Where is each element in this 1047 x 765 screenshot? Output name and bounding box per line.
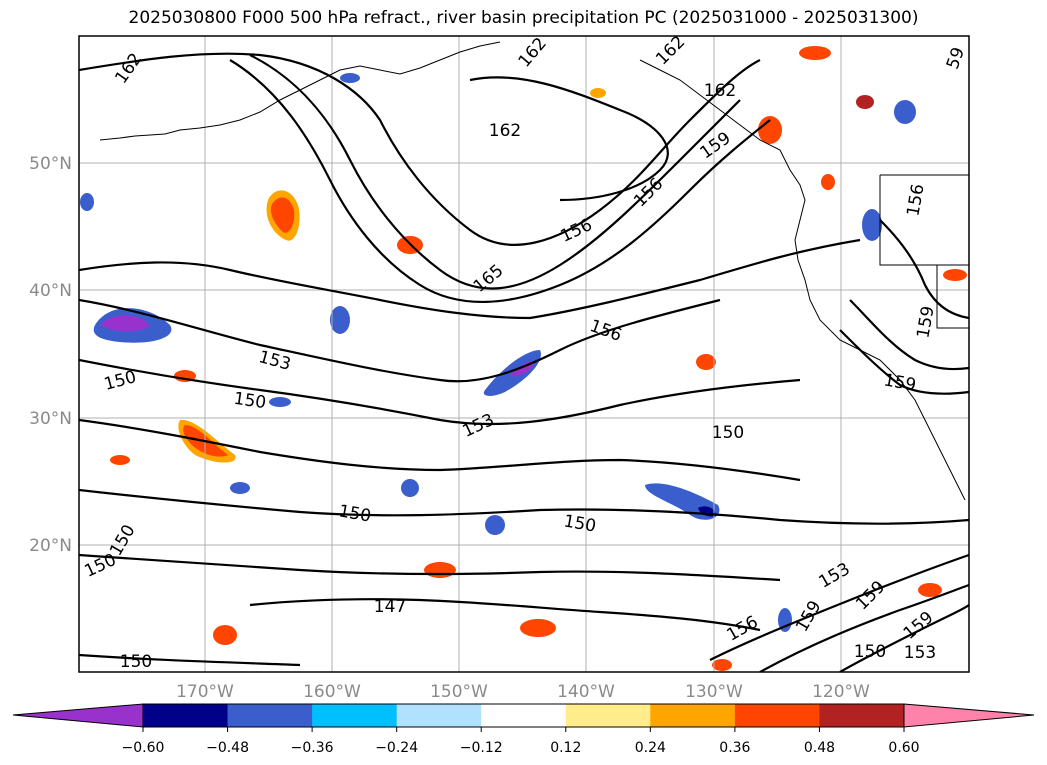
colorbar-tick-label: −0.36	[291, 740, 334, 756]
precip-cell	[943, 269, 967, 281]
colorbar-tick-label: 0.24	[635, 740, 666, 756]
colorbar-tick-label: −0.24	[375, 740, 418, 756]
lat-label-40N: 40°N	[29, 281, 72, 301]
precip-cell	[80, 193, 94, 211]
precip-cell	[799, 46, 831, 60]
lon-label-150W: 150°W	[430, 682, 488, 702]
colorbar-tick-label: −0.12	[460, 740, 503, 756]
contour-label: 147	[374, 597, 406, 617]
colorbar-segment	[227, 704, 313, 727]
precip-cell	[821, 174, 835, 190]
colorbar-segment	[312, 704, 398, 727]
coastlines	[99, 41, 969, 501]
precip-cell	[758, 116, 782, 144]
precip-cell	[483, 350, 541, 396]
lon-label-130W: 130°W	[685, 682, 743, 702]
map-frame	[78, 35, 970, 673]
precip-cell	[110, 455, 130, 465]
precip-cell	[856, 95, 874, 109]
lon-label-170W: 170°W	[176, 682, 234, 702]
precip-cell	[712, 659, 732, 671]
contour-label: 150	[232, 389, 267, 413]
refractivity-contours	[79, 52, 969, 672]
lat-axis-labels: 50°N 40°N 30°N 20°N	[29, 154, 72, 556]
precip-cell	[100, 315, 150, 332]
precip-cell	[330, 306, 350, 334]
colorbar-tick-label: 0.48	[804, 740, 835, 756]
colorbar-tick-label: −0.60	[122, 740, 165, 756]
precip-cell	[520, 619, 556, 637]
colorbar-segment	[481, 704, 567, 727]
colorbar-tick-label: 0.12	[550, 740, 581, 756]
lon-axis-labels: 170°W 160°W 150°W 140°W 130°W 120°W	[176, 682, 870, 702]
lon-label-120W: 120°W	[812, 682, 870, 702]
precip-cell	[424, 562, 456, 578]
contour-label: 153	[904, 643, 936, 663]
precip-cell	[590, 88, 606, 98]
contour-label: 150	[120, 652, 152, 672]
precip-cell	[340, 73, 360, 83]
lat-label-50N: 50°N	[29, 154, 72, 174]
colorbar-segment	[396, 704, 482, 727]
colorbar-segment	[650, 704, 736, 727]
contour-label: 162	[489, 121, 521, 141]
precip-cell	[862, 209, 882, 241]
precip-cell	[230, 482, 250, 494]
contour-label: 150	[854, 642, 886, 662]
gridlines	[79, 36, 969, 672]
lon-label-140W: 140°W	[557, 682, 615, 702]
colorbar-segment	[819, 704, 905, 727]
colorbar-segment	[734, 704, 820, 727]
colorbar-extend-low	[12, 703, 144, 728]
precip-cell	[270, 197, 295, 233]
precip-cell	[269, 397, 291, 407]
colorbar-tick-label: −0.48	[206, 740, 249, 756]
colorbar-segment	[565, 704, 651, 727]
precip-shading	[80, 46, 967, 671]
colorbar-segment	[143, 704, 229, 727]
lat-label-30N: 30°N	[29, 409, 72, 429]
colorbar-tick-label: 0.60	[888, 740, 919, 756]
precip-cell	[894, 100, 916, 124]
precip-cell	[918, 583, 942, 597]
colorbar-outline	[142, 703, 905, 728]
map-title: 2025030800 F000 500 hPa refract., river …	[128, 8, 919, 28]
contour-label: 150	[712, 423, 744, 443]
colorbar-extend-high	[903, 703, 1035, 728]
precip-cell	[485, 515, 505, 535]
precip-cell	[696, 354, 716, 370]
lon-label-160W: 160°W	[303, 682, 361, 702]
precip-cell	[213, 625, 237, 645]
colorbar-tick-label: 0.36	[719, 740, 750, 756]
precip-cell	[401, 479, 419, 497]
contour-label: 162	[704, 81, 736, 101]
colorbar: −0.60 −0.48 −0.36 −0.24 −0.12 0.12 0.24 0.36 0.4…	[12, 703, 1035, 756]
lat-label-20N: 20°N	[29, 536, 72, 556]
